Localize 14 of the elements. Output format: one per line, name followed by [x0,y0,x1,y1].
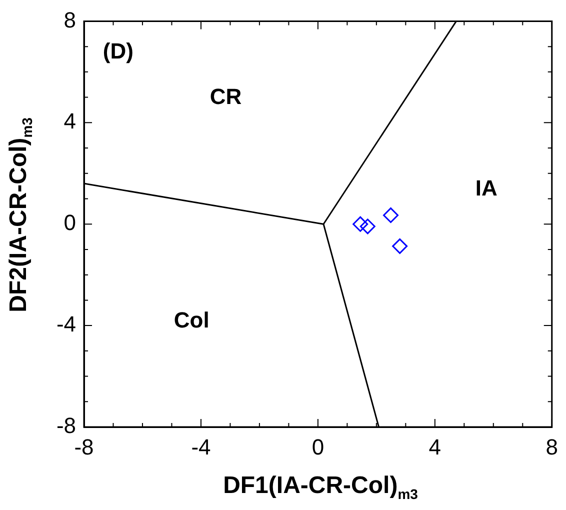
x-tick-label: 4 [428,434,442,460]
annotation: CR [210,84,242,109]
x-tick-label: -4 [191,434,211,460]
y-tick-label: 0 [64,210,76,236]
annotation: Col [174,308,210,333]
x-tick-label: 0 [312,434,324,460]
x-axis-title: DF1(IA-CR-Col)$_{m3}$ [222,472,419,502]
annotation: (D) [102,38,134,64]
y-tick-label: -8 [56,413,76,438]
y-tick-label: 4 [64,108,76,134]
y-tick-label: 8 [64,7,76,32]
y-tick-label: -4 [56,312,76,337]
x-tick-label: 8 [546,434,558,460]
annotation: IA [475,176,498,201]
